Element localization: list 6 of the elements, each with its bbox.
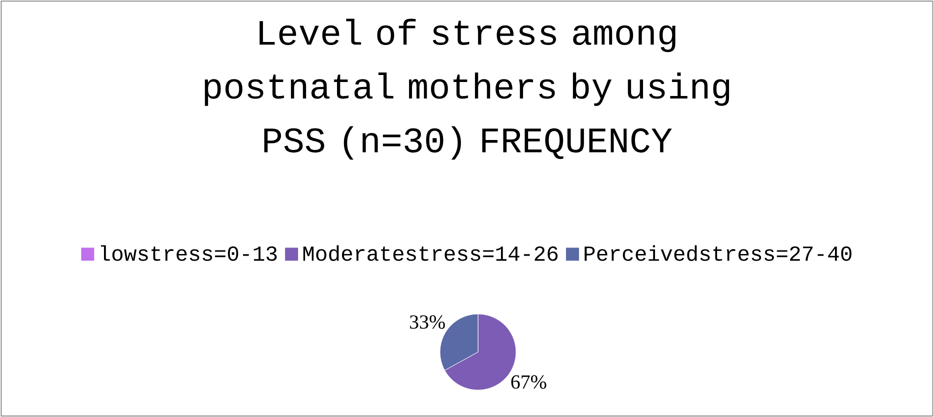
legend-label: lowstress=0-13: [100, 245, 277, 261]
legend-label: Moderatestress=14-26: [303, 245, 558, 261]
data-label: 33%: [410, 315, 445, 329]
chart-title: Level of stress among postnatal mothers by using PSS (n=30) FREQUENCY: [204, 18, 730, 160]
data-label: 67%: [511, 375, 546, 389]
legend-label: Perceivedstress=27-40: [584, 245, 852, 261]
